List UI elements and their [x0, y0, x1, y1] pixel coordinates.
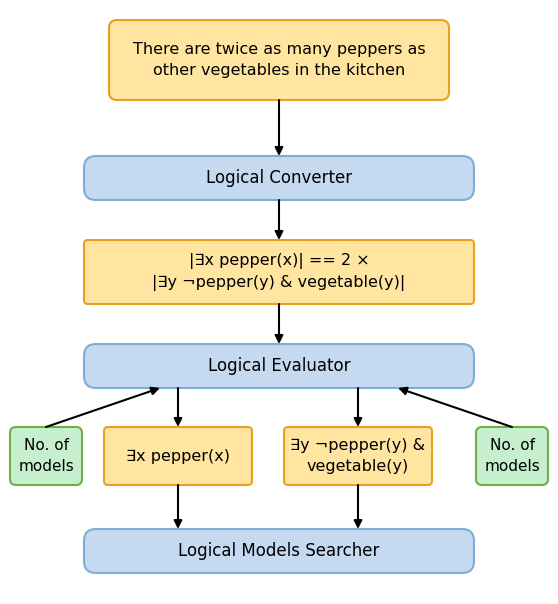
- Text: No. of
models: No. of models: [484, 438, 540, 474]
- Text: Logical Evaluator: Logical Evaluator: [208, 357, 350, 375]
- Text: ∃x pepper(x): ∃x pepper(x): [126, 449, 230, 463]
- FancyBboxPatch shape: [84, 240, 474, 304]
- Text: There are twice as many peppers as
other vegetables in the kitchen: There are twice as many peppers as other…: [133, 42, 425, 78]
- FancyBboxPatch shape: [84, 344, 474, 388]
- FancyBboxPatch shape: [84, 156, 474, 200]
- Text: |∃x pepper(x)| == 2 ×
|∃y ¬pepper(y) & vegetable(y)|: |∃x pepper(x)| == 2 × |∃y ¬pepper(y) & v…: [152, 253, 406, 291]
- FancyBboxPatch shape: [109, 20, 449, 100]
- Text: Logical Converter: Logical Converter: [206, 169, 352, 187]
- FancyBboxPatch shape: [10, 427, 82, 485]
- FancyBboxPatch shape: [476, 427, 548, 485]
- Text: Logical Models Searcher: Logical Models Searcher: [179, 542, 379, 560]
- Text: ∃y ¬pepper(y) &
vegetable(y): ∃y ¬pepper(y) & vegetable(y): [290, 438, 426, 474]
- FancyBboxPatch shape: [104, 427, 252, 485]
- Text: No. of
models: No. of models: [18, 438, 74, 474]
- FancyBboxPatch shape: [284, 427, 432, 485]
- FancyBboxPatch shape: [84, 529, 474, 573]
